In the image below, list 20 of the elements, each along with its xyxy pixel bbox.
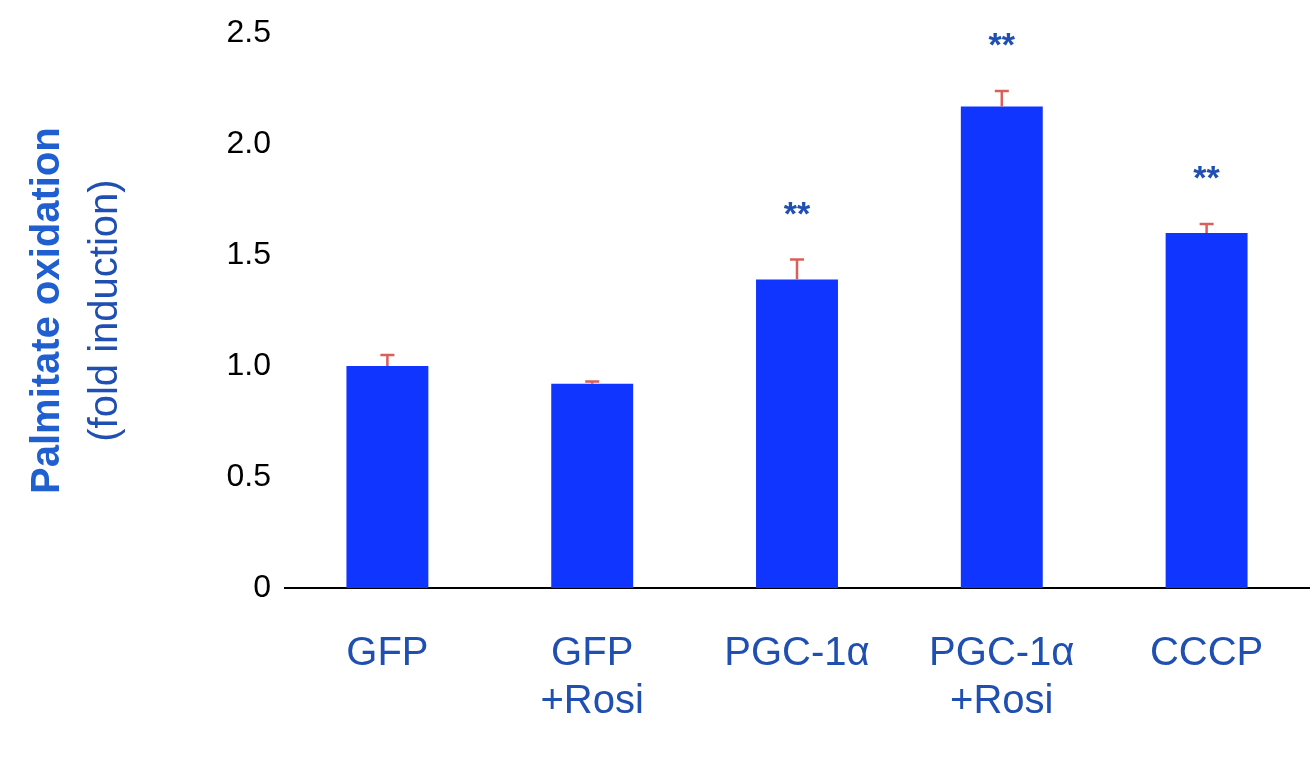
bar — [1165, 232, 1248, 588]
bar — [346, 366, 429, 588]
bar — [551, 383, 634, 588]
annotation: ** — [783, 193, 811, 232]
x-tick-label: PGC-1α — [724, 629, 870, 674]
x-tick-label: PGC-1α +Rosi — [929, 629, 1075, 722]
y-tick-label: 2.5 — [226, 13, 271, 50]
y-tick-label: 1.0 — [226, 345, 271, 382]
annotation: ** — [988, 25, 1016, 64]
x-tick-label: CCCP — [1149, 629, 1264, 674]
bar — [960, 106, 1043, 588]
y-tick-label: 0.5 — [226, 456, 271, 493]
y-axis-title: Palmitate oxidation (fold induction) — [23, 127, 126, 494]
text: 0 — [253, 567, 271, 604]
y-tick-label: 1.5 — [226, 234, 271, 271]
y-tick-label: 2.0 — [226, 123, 271, 160]
annotation: ** — [1193, 158, 1221, 197]
x-tick-label: GFP +Rosi — [540, 629, 644, 722]
bar — [756, 279, 838, 588]
x-tick-label: GFP — [346, 629, 429, 674]
